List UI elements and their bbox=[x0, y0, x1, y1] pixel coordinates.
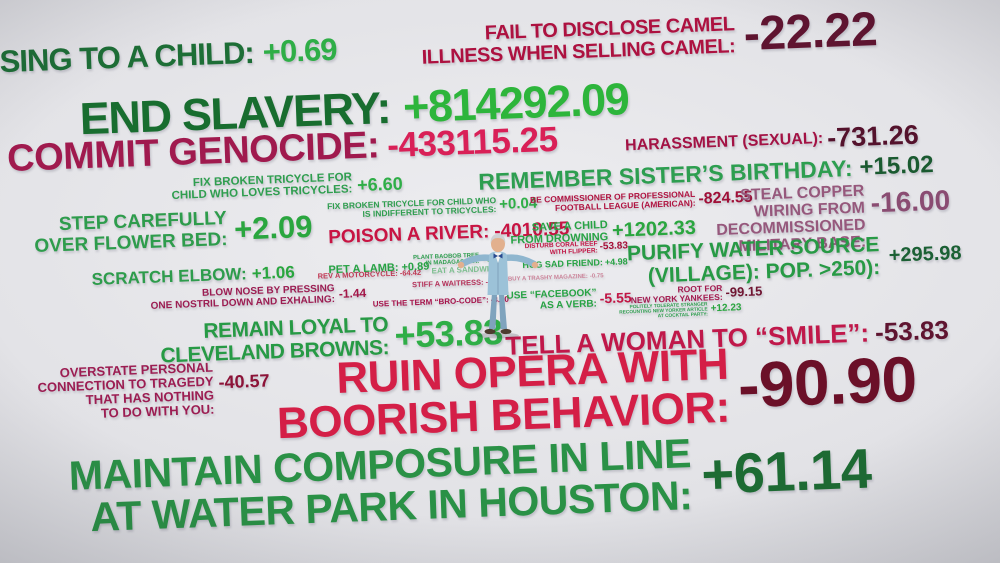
right-hand bbox=[531, 261, 539, 269]
point-value: +61.14 bbox=[700, 436, 873, 506]
bow-tie bbox=[493, 253, 503, 259]
point-value: -99.15 bbox=[725, 283, 763, 300]
score-item-fix-tricycle-loves: FIX BROKEN TRICYCLE FOR CHILD WHO LOVES … bbox=[171, 170, 403, 203]
point-value: -53.83 bbox=[599, 239, 629, 252]
right-leg bbox=[499, 293, 507, 329]
score-item-disturb-coral-reef: DISTURB CORAL REEF WITH FLIPPER: -53.83 bbox=[525, 239, 629, 257]
point-value: +15.02 bbox=[858, 151, 935, 181]
point-value: +4.98 bbox=[604, 256, 628, 268]
point-value: -433115.25 bbox=[386, 119, 559, 165]
score-item-blow-nose: BLOW NOSE BY PRESSING ONE NOSTRIL DOWN A… bbox=[150, 283, 366, 312]
score-item-maintain-composure: MAINTAIN COMPOSURE IN LINE AT WATER PARK… bbox=[68, 427, 873, 540]
action-label: FIX BROKEN TRICYCLE FOR CHILD WHO LOVES … bbox=[171, 171, 353, 203]
action-label: OVERSTATE PERSONAL CONNECTION TO TRAGEDY… bbox=[37, 359, 215, 421]
point-value: -1.44 bbox=[338, 286, 367, 302]
action-label: FIX BROKEN TRICYCLE FOR CHILD WHO IS IND… bbox=[326, 195, 497, 220]
left-leg bbox=[489, 293, 497, 329]
point-value: +1.06 bbox=[251, 262, 296, 284]
right-shoe bbox=[500, 328, 512, 335]
action-label: BLOW NOSE BY PRESSING ONE NOSTRIL DOWN A… bbox=[150, 283, 336, 312]
left-hand bbox=[457, 261, 465, 269]
point-value: -5.55 bbox=[599, 289, 632, 307]
point-value: -40.57 bbox=[218, 370, 270, 393]
left-shoe bbox=[484, 328, 496, 335]
score-item-fix-tricycle-indifferent: FIX BROKEN TRICYCLE FOR CHILD WHO IS IND… bbox=[327, 195, 538, 221]
point-value: +2.09 bbox=[233, 208, 314, 247]
action-label: BE COMMISSIONER OF PROFESSIONAL FOOTBALL… bbox=[529, 188, 696, 214]
point-value: -16.00 bbox=[870, 184, 951, 219]
point-value: -0.75 bbox=[589, 273, 604, 280]
floor-shadow bbox=[477, 332, 519, 339]
action-label: POLITELY TOLERATE STRANGER RECOUNTING NE… bbox=[619, 302, 708, 320]
action-label: STEP CAREFULLY OVER FLOWER BED: bbox=[34, 207, 228, 257]
score-item-overstate-tragedy: OVERSTATE PERSONAL CONNECTION TO TRAGEDY… bbox=[37, 359, 271, 424]
action-label: PURIFY WATER SOURCE (VILLAGE): POP. >250… bbox=[626, 233, 881, 288]
action-label: HARASSMENT (SEXUAL): bbox=[624, 130, 824, 155]
gray-hair bbox=[490, 234, 506, 244]
score-item-step-over-flower-bed: STEP CAREFULLY OVER FLOWER BED: +2.09 bbox=[33, 206, 313, 257]
right-arm bbox=[501, 254, 538, 268]
action-label: MAINTAIN COMPOSURE IN LINE AT WATER PARK… bbox=[67, 430, 694, 540]
point-value: -22.22 bbox=[742, 3, 878, 61]
action-label: SCRATCH ELBOW: bbox=[91, 264, 248, 289]
left-arm bbox=[458, 254, 495, 268]
point-value: +0.89 bbox=[401, 260, 430, 274]
man-in-blue-suit-figure bbox=[457, 234, 539, 339]
head bbox=[491, 235, 505, 253]
score-item-purify-water-source: PURIFY WATER SOURCE (VILLAGE): POP. >250… bbox=[627, 231, 963, 289]
point-value: -90.90 bbox=[736, 342, 918, 422]
point-value: -731.26 bbox=[826, 119, 920, 153]
score-item-sing-to-child: SING TO A CHILD: +0.69 bbox=[0, 31, 338, 80]
action-label: FAIL TO DISCLOSE CAMEL ILLNESS WHEN SELL… bbox=[421, 13, 736, 69]
point-value: +295.98 bbox=[888, 241, 962, 267]
action-label: SING TO A CHILD: bbox=[0, 34, 255, 80]
score-item-fail-disclose-camel: FAIL TO DISCLOSE CAMEL ILLNESS WHEN SELL… bbox=[420, 3, 878, 73]
point-value: +12.23 bbox=[710, 302, 742, 315]
point-value: +0.69 bbox=[262, 31, 338, 70]
point-value: +6.60 bbox=[356, 173, 404, 196]
score-item-tolerate-stranger: POLITELY TOLERATE STRANGER RECOUNTING NE… bbox=[619, 301, 742, 321]
